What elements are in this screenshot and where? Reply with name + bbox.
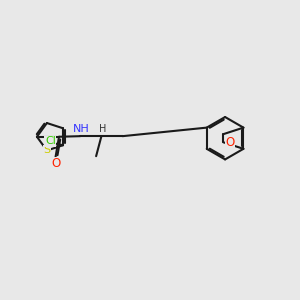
Text: O: O xyxy=(52,157,61,170)
Text: S: S xyxy=(43,146,50,155)
Text: Cl: Cl xyxy=(45,136,56,146)
Text: NH: NH xyxy=(73,124,89,134)
Text: H: H xyxy=(99,124,106,134)
Text: O: O xyxy=(225,136,234,149)
